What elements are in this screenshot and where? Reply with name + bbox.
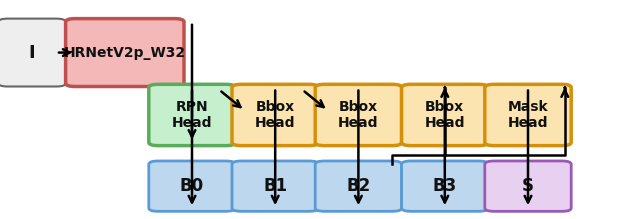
FancyBboxPatch shape	[232, 161, 319, 211]
FancyBboxPatch shape	[148, 84, 236, 146]
FancyBboxPatch shape	[485, 161, 571, 211]
Text: B3: B3	[433, 177, 457, 195]
Text: I: I	[29, 44, 35, 62]
FancyBboxPatch shape	[316, 161, 402, 211]
Text: B1: B1	[263, 177, 287, 195]
FancyBboxPatch shape	[66, 19, 184, 87]
Text: B2: B2	[346, 177, 371, 195]
FancyBboxPatch shape	[316, 84, 402, 146]
Text: HRNetV2p_W32: HRNetV2p_W32	[64, 46, 186, 60]
Text: S: S	[522, 177, 534, 195]
FancyBboxPatch shape	[402, 161, 488, 211]
FancyBboxPatch shape	[232, 84, 319, 146]
FancyBboxPatch shape	[485, 84, 571, 146]
Text: Bbox
Head: Bbox Head	[255, 100, 296, 130]
Text: Bbox
Head: Bbox Head	[338, 100, 379, 130]
FancyBboxPatch shape	[148, 161, 236, 211]
Text: RPN
Head: RPN Head	[172, 100, 212, 130]
FancyBboxPatch shape	[0, 19, 66, 87]
Text: B0: B0	[180, 177, 204, 195]
Text: Bbox
Head: Bbox Head	[424, 100, 465, 130]
FancyBboxPatch shape	[402, 84, 488, 146]
Text: Mask
Head: Mask Head	[508, 100, 548, 130]
